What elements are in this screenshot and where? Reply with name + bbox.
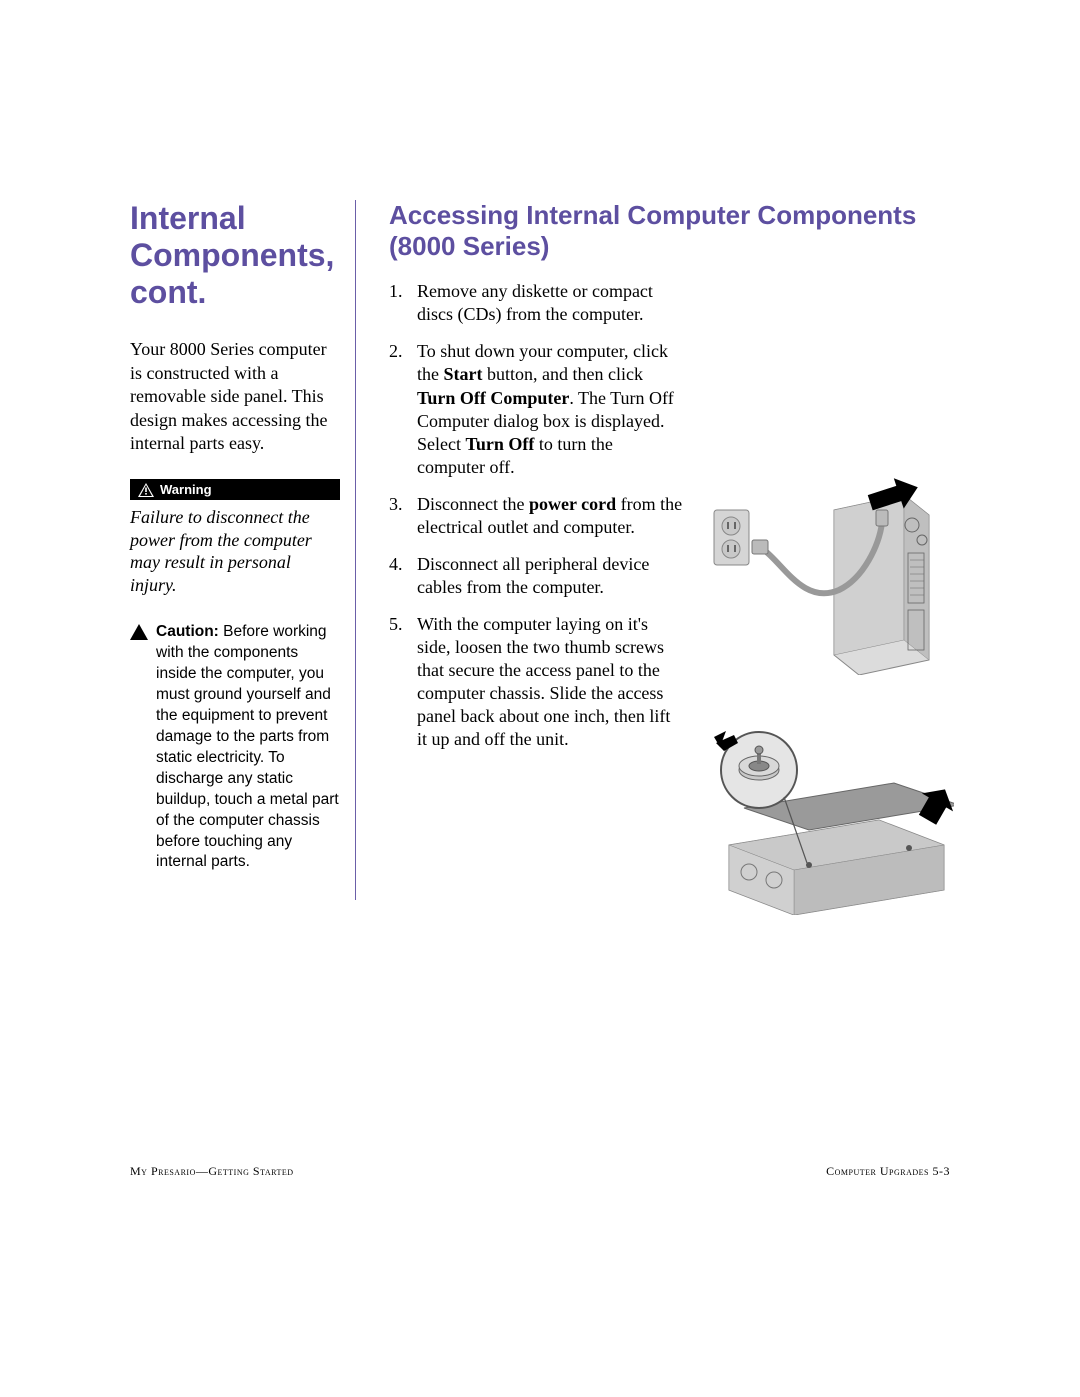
steps-list: 1. Remove any diskette or compact discs …	[389, 280, 684, 765]
caution-body: Before working with the components insid…	[156, 623, 339, 870]
caution-label: Caution:	[156, 623, 219, 640]
section-title-right: Accessing Internal Computer Components (…	[389, 200, 950, 262]
step-text: To shut down your computer, click the St…	[417, 340, 684, 478]
caution-icon	[130, 624, 148, 640]
column-divider	[355, 200, 356, 900]
illustration-unplug-power	[704, 475, 944, 675]
step-number: 3.	[389, 493, 417, 539]
step-5: 5. With the computer laying on it's side…	[389, 613, 684, 751]
step-text: Disconnect all peripheral device cables …	[417, 553, 684, 599]
right-column: Accessing Internal Computer Components (…	[371, 200, 950, 900]
footer-left: My Presario—Getting Started	[130, 1164, 294, 1179]
illustrations-column	[704, 280, 944, 765]
left-column: Internal Components, cont. Your 8000 Ser…	[130, 200, 355, 900]
step-4: 4. Disconnect all peripheral device cabl…	[389, 553, 684, 599]
step-3: 3. Disconnect the power cord from the el…	[389, 493, 684, 539]
footer-right: Computer Upgrades 5-3	[826, 1164, 950, 1179]
step-text: Disconnect the power cord from the elect…	[417, 493, 684, 539]
document-page: Internal Components, cont. Your 8000 Ser…	[0, 0, 1080, 960]
page-footer: My Presario—Getting Started Computer Upg…	[130, 1164, 950, 1179]
warning-label: Warning	[160, 482, 212, 497]
section-title-left: Internal Components, cont.	[130, 200, 335, 310]
caution-text: Caution: Before working with the compone…	[156, 622, 340, 873]
step-text: Remove any diskette or compact discs (CD…	[417, 280, 684, 326]
warning-icon	[138, 483, 154, 497]
step-number: 2.	[389, 340, 417, 478]
step-2: 2. To shut down your computer, click the…	[389, 340, 684, 478]
step-number: 5.	[389, 613, 417, 751]
step-number: 1.	[389, 280, 417, 326]
caution-block: Caution: Before working with the compone…	[130, 622, 340, 873]
step-text: With the computer laying on it's side, l…	[417, 613, 684, 751]
illustration-remove-panel	[684, 725, 954, 915]
intro-paragraph: Your 8000 Series computer is constructed…	[130, 338, 335, 455]
warning-text: Failure to disconnect the power from the…	[130, 506, 340, 596]
step-1: 1. Remove any diskette or compact discs …	[389, 280, 684, 326]
right-content-row: 1. Remove any diskette or compact discs …	[389, 280, 950, 765]
step-number: 4.	[389, 553, 417, 599]
warning-banner: Warning	[130, 479, 340, 500]
